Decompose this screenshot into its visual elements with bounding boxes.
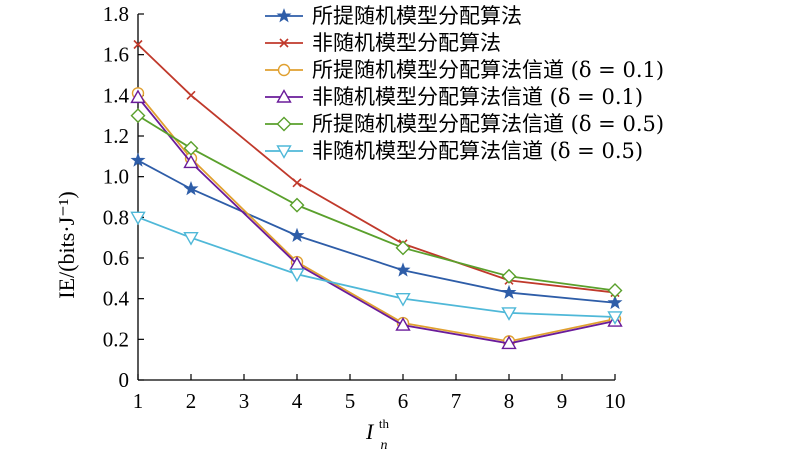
legend-entry-4: 非随机模型分配算法信道 (δ = 0.1): [265, 85, 643, 109]
legend-entry-6: 非随机模型分配算法信道 (δ = 0.5): [265, 139, 643, 163]
series-5: [130, 108, 623, 299]
y-tick-label: 0: [119, 368, 130, 392]
series-line: [137, 216, 616, 318]
data-point: [607, 311, 623, 325]
data-point: [130, 89, 146, 104]
axis-titles: IE/(bits·J⁻¹) I th n: [54, 191, 394, 453]
legend-entry-5: 所提随机模型分配算法信道 (δ = 0.5): [265, 112, 664, 136]
legend-entry-2: 非随机模型分配算法: [265, 31, 501, 55]
x-tick-label: 9: [557, 389, 568, 413]
data-point: [133, 39, 143, 50]
series-line: [137, 92, 616, 343]
legend-marker: [277, 63, 291, 77]
data-point: [501, 335, 517, 350]
data-point: [130, 211, 146, 226]
data-point: [395, 262, 411, 277]
legend-entry-1: 所提随机模型分配算法: [265, 4, 522, 28]
legend-marker: [276, 89, 292, 103]
x-tick-label: 10: [605, 389, 626, 413]
x-tick-label: 7: [451, 389, 462, 413]
legend-label: 所提随机模型分配算法: [312, 4, 522, 28]
x-tick-label: 4: [292, 389, 303, 413]
legend-marker: [276, 116, 292, 132]
series-layer: [130, 39, 623, 350]
series-6: [130, 211, 623, 325]
data-point: [501, 268, 517, 284]
data-point: [289, 227, 305, 243]
legend-marker: [276, 145, 292, 159]
legend-label: 所提随机模型分配算法信道 (δ = 0.5): [312, 112, 664, 136]
data-point: [130, 152, 146, 167]
y-tick-label: 1.8: [103, 2, 129, 26]
x-axis-label-base: I: [365, 419, 375, 444]
y-tick-label: 1.6: [103, 43, 129, 67]
data-point: [607, 283, 623, 299]
x-tick-label: 1: [133, 389, 144, 413]
y-axis-label: IE/(bits·J⁻¹): [54, 191, 79, 298]
data-point: [395, 317, 411, 331]
x-axis-label-sup: th: [379, 416, 390, 431]
x-tick-label: 3: [239, 389, 250, 413]
x-axis-label: I th n: [365, 408, 394, 453]
series-4: [130, 89, 623, 350]
legend-marker: [279, 38, 289, 48]
data-point: [395, 292, 411, 307]
series-line: [137, 114, 616, 292]
legend-marker: [276, 8, 292, 23]
y-tick-label: 0.6: [103, 246, 129, 270]
y-tick-label: 1.4: [103, 83, 130, 107]
series-line: [137, 96, 616, 345]
data-point: [501, 284, 517, 299]
series-1: [130, 152, 623, 310]
data-point: [395, 240, 411, 256]
data-point: [289, 197, 305, 213]
data-point: [130, 108, 146, 124]
series-line: [137, 159, 616, 304]
x-tick-label: 6: [398, 389, 409, 413]
legend-entry-3: 所提随机模型分配算法信道 (δ = 0.1): [265, 58, 664, 82]
data-point: [183, 140, 199, 156]
data-point: [183, 231, 199, 246]
x-axis-label-sub: n: [380, 438, 387, 453]
legend-label: 非随机模型分配算法信道 (δ = 0.1): [312, 85, 643, 109]
y-tick-label: 0.8: [103, 205, 129, 229]
data-point: [186, 90, 196, 100]
y-tick-label: 1.0: [103, 165, 129, 189]
y-tick-label: 0.4: [103, 287, 130, 311]
series-line: [137, 43, 616, 294]
data-point: [501, 307, 517, 321]
x-tick-label: 5: [345, 389, 356, 413]
legend-label: 所提随机模型分配算法信道 (δ = 0.1): [312, 58, 664, 82]
legend-label: 非随机模型分配算法: [312, 31, 501, 55]
data-point: [183, 154, 199, 169]
axes: 0 0.2 0.4 0.6 0.8 1.0 1.2 1.4 1.6 1.8 1 2 3 4 5 6 7 8 9 10: [103, 2, 626, 413]
data-point: [289, 268, 305, 283]
y-tick-label: 0.2: [103, 327, 129, 351]
legend-label: 非随机模型分配算法信道 (δ = 0.5): [312, 139, 643, 163]
data-point: [607, 294, 623, 310]
x-tick-label: 2: [186, 389, 197, 413]
data-point: [183, 180, 199, 196]
data-point: [292, 178, 302, 188]
y-tick-label: 1.2: [103, 124, 129, 148]
x-tick-label: 8: [504, 389, 515, 413]
